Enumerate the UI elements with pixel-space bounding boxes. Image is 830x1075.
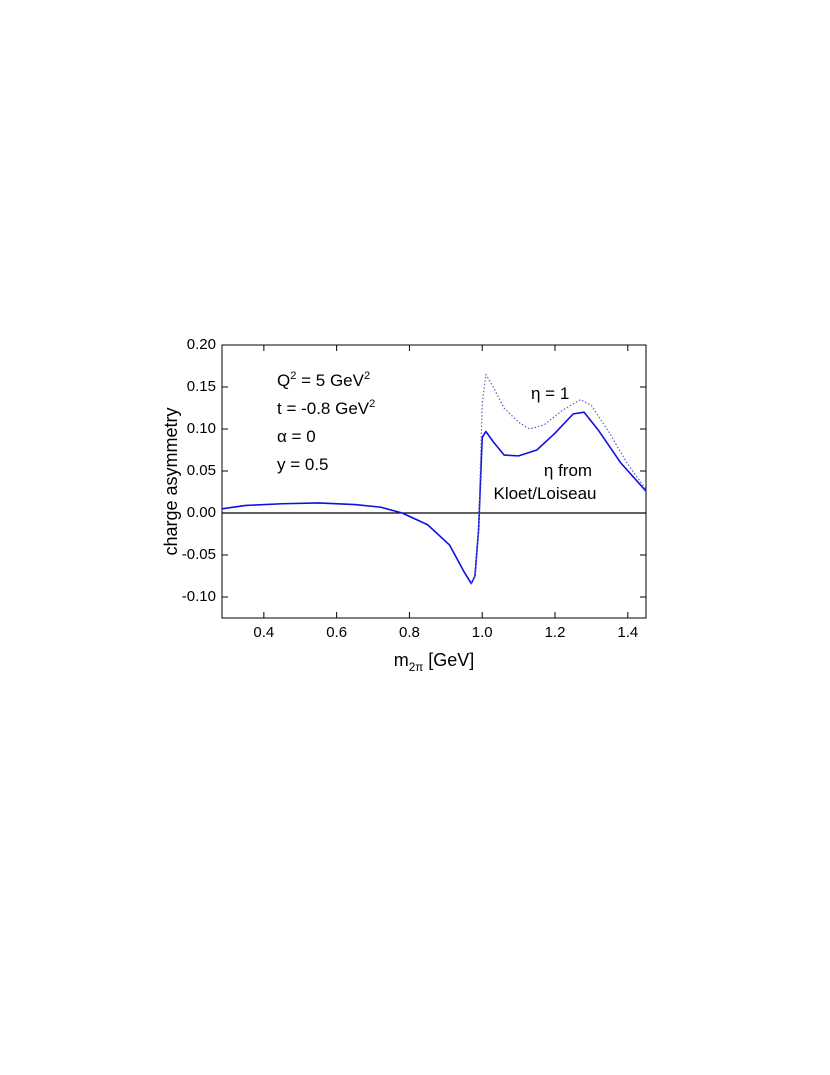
text-part: = 5 GeV [296, 371, 364, 390]
text-part: Kloet/Loiseau [493, 484, 596, 503]
annotation: y = 0.5 [277, 455, 329, 474]
text-part: 2 [290, 370, 296, 382]
text-part: α = 0 [277, 427, 316, 446]
annotation: Kloet/Loiseau [493, 484, 596, 503]
y-tick-label: -0.05 [182, 546, 216, 563]
x-tick-label: 0.8 [399, 624, 420, 641]
x-tick-label: 1.0 [472, 624, 493, 641]
y-axis-title: charge asymmetry [161, 407, 181, 555]
text-part: η from [544, 461, 592, 480]
text-part: 2π [409, 661, 424, 674]
text-part: t = -0.8 GeV [277, 399, 370, 418]
y-tick-label: 0.20 [187, 336, 216, 353]
text-part: m [394, 650, 409, 670]
text-part: η = 1 [531, 384, 569, 403]
text-part: 2 [364, 370, 370, 382]
annotation: Q2 = 5 GeV2 [277, 370, 370, 391]
x-tick-label: 0.4 [253, 624, 274, 641]
x-tick-label: 1.4 [617, 624, 638, 641]
x-axis-title: m2π [GeV] [394, 650, 475, 674]
text-part: [GeV] [423, 650, 474, 670]
text-part: 2 [369, 398, 375, 410]
annotation: η = 1 [531, 384, 569, 403]
annotation: η from [544, 461, 592, 480]
y-tick-label: 0.00 [187, 504, 216, 521]
y-tick-label: 0.05 [187, 462, 216, 479]
text-part: Q [277, 371, 290, 390]
plot-frame [221, 344, 647, 619]
y-tick-label: -0.10 [182, 588, 216, 605]
y-tick-label: 0.10 [187, 420, 216, 437]
y-tick-label: 0.15 [187, 378, 216, 395]
series-line [221, 411, 647, 585]
annotation: t = -0.8 GeV2 [277, 398, 375, 419]
text-part: y = 0.5 [277, 455, 329, 474]
x-tick-label: 0.6 [326, 624, 347, 641]
annotation: α = 0 [277, 427, 316, 446]
x-tick-label: 1.2 [545, 624, 566, 641]
